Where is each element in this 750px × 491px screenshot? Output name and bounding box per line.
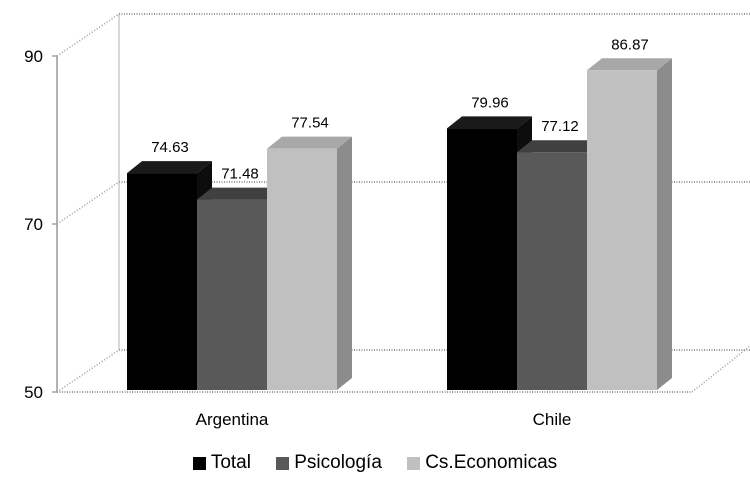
bar-side [337, 136, 352, 390]
legend-label-total: Total [210, 452, 251, 473]
bar-top [447, 116, 532, 129]
gridline-side [56, 13, 120, 57]
data-label: 86.87 [611, 36, 649, 53]
bar [587, 70, 657, 391]
bar [517, 152, 587, 390]
legend-item-cs-economicas: Cs.Economicas [407, 452, 557, 474]
legend-swatch-total [192, 456, 206, 470]
bar-top [267, 136, 352, 149]
data-label: 77.12 [541, 118, 579, 135]
legend-swatch-cs-economicas [407, 456, 421, 470]
legend: Total Psicología Cs.Economicas [0, 452, 750, 476]
legend-item-psicologia: Psicología [276, 452, 382, 474]
bar [197, 199, 267, 390]
bar-top [517, 140, 602, 153]
bar [447, 128, 517, 390]
bar [267, 148, 337, 390]
bar-top [127, 161, 212, 174]
gridline-side [56, 349, 120, 393]
legend-label-psicologia: Psicología [294, 452, 382, 473]
y-tick-label: 90 [24, 47, 43, 66]
data-label: 79.96 [471, 94, 509, 111]
y-tick-label: 50 [24, 383, 43, 402]
x-tick-label: Chile [533, 410, 572, 429]
y-tick-label: 70 [24, 215, 43, 234]
bar-side [657, 58, 672, 391]
gridline-side [56, 181, 120, 225]
bar-top [197, 187, 282, 200]
floor-right-edge [691, 345, 750, 393]
legend-label-cs-economicas: Cs.Economicas [425, 452, 558, 473]
legend-item-total: Total [192, 452, 251, 474]
data-label: 74.63 [151, 139, 189, 156]
x-tick-label: Argentina [196, 410, 269, 429]
bar [127, 173, 197, 390]
data-label: 77.54 [291, 115, 329, 132]
data-label: 71.48 [221, 166, 259, 183]
bar-top [587, 58, 672, 71]
legend-swatch-psicologia [276, 456, 290, 470]
